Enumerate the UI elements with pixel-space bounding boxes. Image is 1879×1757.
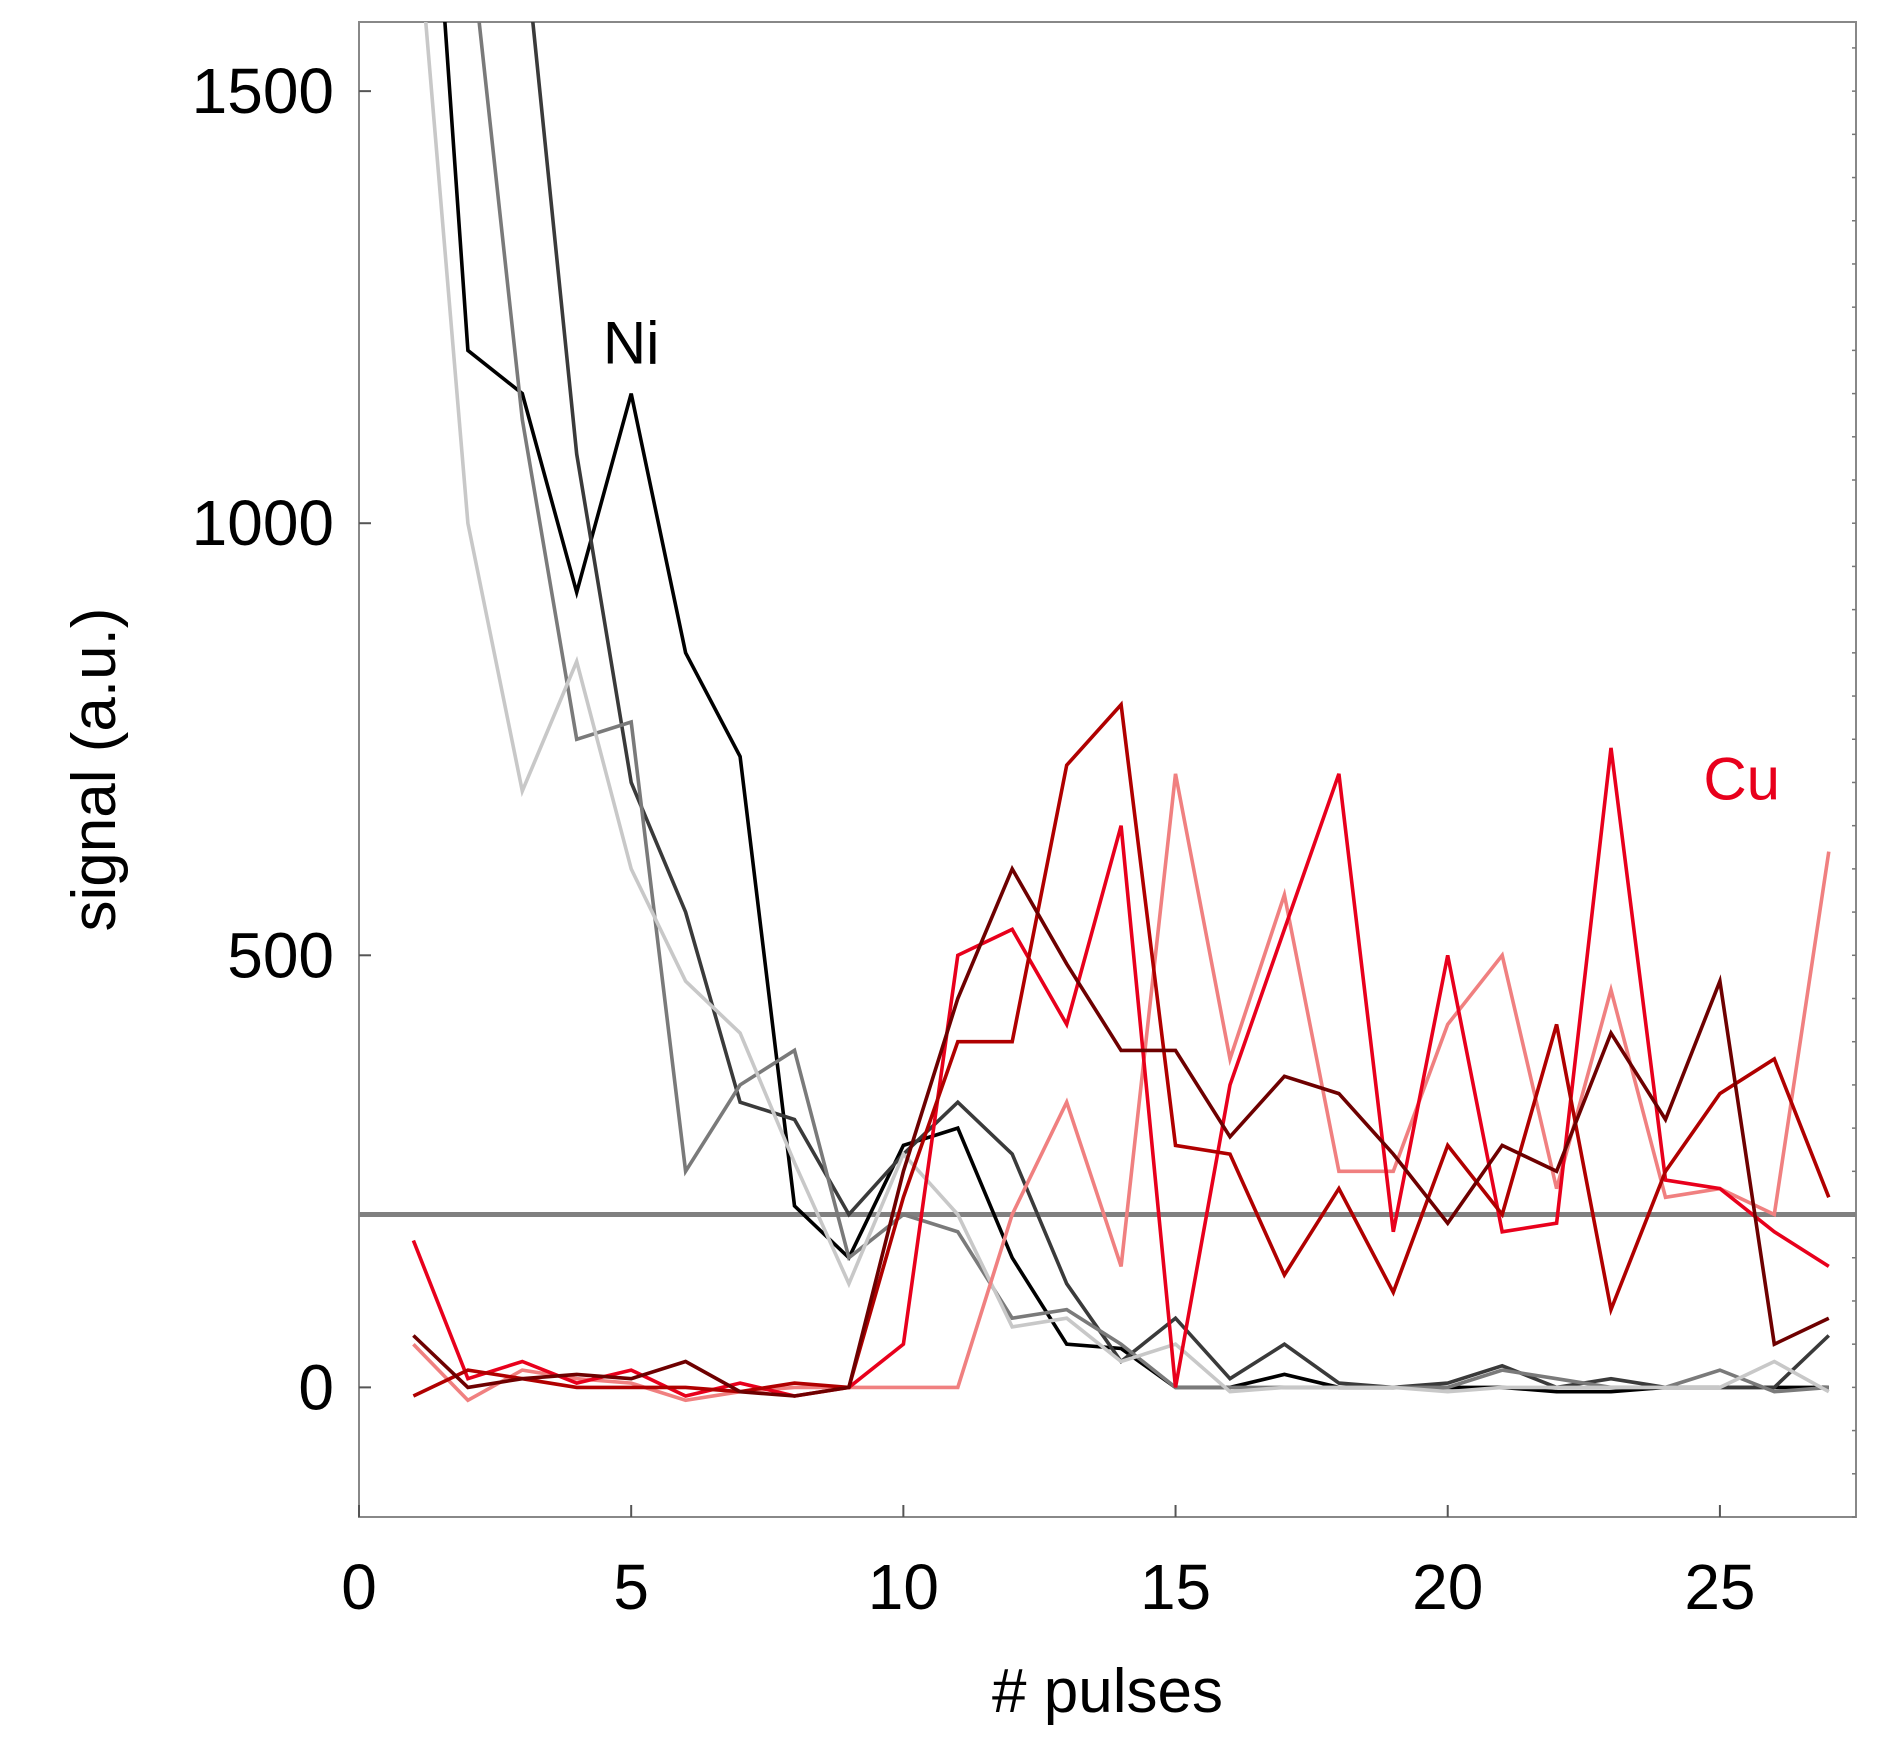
annotation-cu: Cu <box>1703 746 1780 813</box>
series-line-ni-4 <box>423 22 1830 1394</box>
y-tick-label: 1000 <box>192 487 334 559</box>
y-axis-label: signal (a.u.) <box>60 608 129 932</box>
x-tick-label: 15 <box>1140 1551 1211 1623</box>
x-tick-label: 10 <box>868 1551 939 1623</box>
series-annotations: Ni Cu <box>603 309 1780 812</box>
x-axis-label: # pulses <box>992 1657 1223 1726</box>
series-line-cu-6 <box>411 747 1830 1398</box>
axis-ticks <box>358 47 1856 1518</box>
x-tick-label: 0 <box>341 1551 377 1623</box>
x-tick-label: 20 <box>1412 1551 1483 1623</box>
series-line-cu-8 <box>412 864 1830 1398</box>
series-lines <box>411 22 1831 1403</box>
plot-frame <box>358 21 1857 1518</box>
tick-labels: 0 5 10 15 20 25 0 500 1000 1500 <box>192 55 1756 1623</box>
y-tick-label: 0 <box>298 1351 334 1423</box>
y-tick-label: 1500 <box>192 55 334 127</box>
x-tick-label: 25 <box>1684 1551 1755 1623</box>
series-line-cu-7 <box>412 700 1831 1398</box>
x-tick-label: 5 <box>613 1551 649 1623</box>
series-line-ni-1 <box>443 22 1829 1394</box>
annotation-ni: Ni <box>603 309 660 376</box>
series-line-ni-3 <box>477 22 1829 1394</box>
y-tick-label: 500 <box>227 919 334 991</box>
